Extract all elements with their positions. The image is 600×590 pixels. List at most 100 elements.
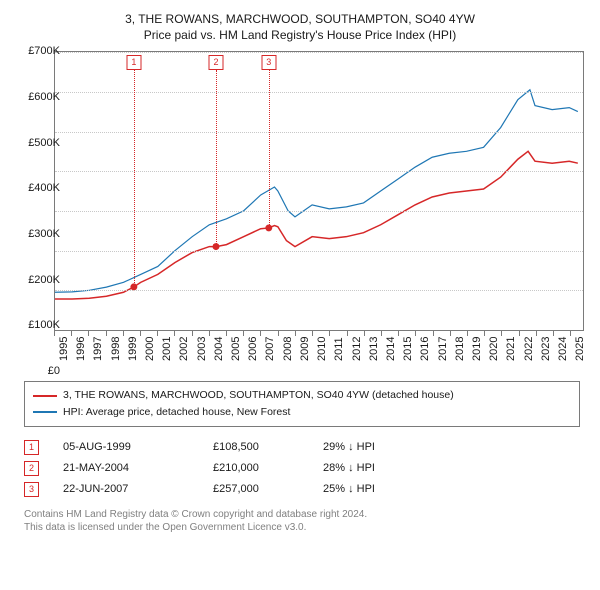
x-axis-label: 2012 bbox=[351, 337, 363, 361]
sale-row-hpi: 29% ↓ HPI bbox=[323, 441, 433, 453]
x-axis-label: 2020 bbox=[488, 337, 500, 361]
x-tick bbox=[209, 331, 210, 336]
chart-title-2: Price paid vs. HM Land Registry's House … bbox=[10, 28, 590, 44]
sale-marker-box: 2 bbox=[208, 55, 223, 70]
x-axis-label: 2004 bbox=[213, 337, 225, 361]
x-axis-label: 1998 bbox=[110, 337, 122, 361]
x-tick bbox=[570, 331, 571, 336]
x-axis-label: 2022 bbox=[523, 337, 535, 361]
x-tick bbox=[278, 331, 279, 336]
legend-swatch bbox=[33, 395, 57, 397]
sale-row-date: 05-AUG-1999 bbox=[39, 441, 213, 453]
sale-row-date: 22-JUN-2007 bbox=[39, 483, 213, 495]
x-tick bbox=[364, 331, 365, 336]
footer-line-1: Contains HM Land Registry data © Crown c… bbox=[24, 508, 580, 522]
x-axis-label: 2013 bbox=[368, 337, 380, 361]
y-axis-label: £500K bbox=[10, 137, 60, 149]
x-axis-label: 2008 bbox=[282, 337, 294, 361]
x-tick bbox=[71, 331, 72, 336]
x-tick bbox=[54, 331, 55, 336]
sale-row-hpi: 28% ↓ HPI bbox=[323, 462, 433, 474]
x-tick bbox=[140, 331, 141, 336]
sale-row-hpi: 25% ↓ HPI bbox=[323, 483, 433, 495]
sale-row-num: 2 bbox=[24, 461, 39, 476]
x-axis-label: 1999 bbox=[127, 337, 139, 361]
x-tick bbox=[433, 331, 434, 336]
x-axis-label: 2023 bbox=[540, 337, 552, 361]
x-axis-label: 2024 bbox=[557, 337, 569, 361]
x-tick bbox=[192, 331, 193, 336]
y-axis-label: £300K bbox=[10, 228, 60, 240]
sale-row-date: 21-MAY-2004 bbox=[39, 462, 213, 474]
sale-row: 322-JUN-2007£257,00025% ↓ HPI bbox=[24, 479, 580, 500]
chart-title-1: 3, THE ROWANS, MARCHWOOD, SOUTHAMPTON, S… bbox=[10, 12, 590, 28]
sales-table: 105-AUG-1999£108,50029% ↓ HPI 221-MAY-200… bbox=[24, 437, 580, 500]
sale-row-num: 3 bbox=[24, 482, 39, 497]
x-axis-label: 1996 bbox=[75, 337, 87, 361]
legend-label: HPI: Average price, detached house, New … bbox=[63, 404, 290, 421]
x-axis-label: 2010 bbox=[316, 337, 328, 361]
x-tick bbox=[484, 331, 485, 336]
sale-marker-box: 1 bbox=[126, 55, 141, 70]
x-tick bbox=[467, 331, 468, 336]
x-axis-label: 2011 bbox=[333, 338, 345, 362]
x-tick bbox=[123, 331, 124, 336]
x-tick bbox=[415, 331, 416, 336]
x-tick bbox=[157, 331, 158, 336]
x-axis-label: 2005 bbox=[230, 337, 242, 361]
x-tick bbox=[260, 331, 261, 336]
x-axis-label: 1997 bbox=[92, 337, 104, 361]
legend: 3, THE ROWANS, MARCHWOOD, SOUTHAMPTON, S… bbox=[24, 381, 580, 427]
x-axis-label: 2015 bbox=[402, 337, 414, 361]
legend-item: HPI: Average price, detached house, New … bbox=[33, 404, 571, 421]
y-axis-label: £200K bbox=[10, 274, 60, 286]
x-tick bbox=[450, 331, 451, 336]
x-tick bbox=[88, 331, 89, 336]
x-axis-label: 2006 bbox=[247, 337, 259, 361]
x-tick bbox=[501, 331, 502, 336]
sale-marker-line bbox=[269, 70, 270, 229]
x-tick bbox=[381, 331, 382, 336]
x-axis-label: 2003 bbox=[196, 337, 208, 361]
sale-marker-line bbox=[216, 70, 217, 248]
x-tick bbox=[174, 331, 175, 336]
sale-row-num: 1 bbox=[24, 440, 39, 455]
x-axis-label: 2016 bbox=[419, 337, 431, 361]
sale-marker-box: 3 bbox=[261, 55, 276, 70]
grid-line bbox=[55, 290, 583, 291]
legend-label: 3, THE ROWANS, MARCHWOOD, SOUTHAMPTON, S… bbox=[63, 387, 454, 404]
sale-row: 105-AUG-1999£108,50029% ↓ HPI bbox=[24, 437, 580, 458]
y-axis-label: £400K bbox=[10, 182, 60, 194]
x-tick bbox=[226, 331, 227, 336]
grid-line bbox=[55, 52, 583, 53]
x-tick bbox=[312, 331, 313, 336]
sale-marker-line bbox=[134, 70, 135, 289]
x-axis-label: 2007 bbox=[264, 337, 276, 361]
chart-container: 3, THE ROWANS, MARCHWOOD, SOUTHAMPTON, S… bbox=[0, 0, 600, 535]
x-axis-label: 2009 bbox=[299, 337, 311, 361]
y-axis-label: £100K bbox=[10, 319, 60, 331]
x-tick bbox=[398, 331, 399, 336]
x-tick bbox=[347, 331, 348, 336]
chart-plot: 123 199519961997199819992000200120022003… bbox=[10, 51, 590, 371]
x-axis-label: 2025 bbox=[574, 337, 586, 361]
x-axis-label: 2017 bbox=[437, 337, 449, 361]
x-axis-label: 2000 bbox=[144, 337, 156, 361]
sale-row-price: £210,000 bbox=[213, 462, 323, 474]
x-tick bbox=[243, 331, 244, 336]
x-tick bbox=[106, 331, 107, 336]
y-axis-label: £0 bbox=[10, 365, 60, 377]
x-axis-label: 2021 bbox=[505, 337, 517, 361]
y-axis-label: £700K bbox=[10, 45, 60, 57]
x-tick bbox=[329, 331, 330, 336]
footer-line-2: This data is licensed under the Open Gov… bbox=[24, 521, 580, 535]
x-tick bbox=[519, 331, 520, 336]
footer-attribution: Contains HM Land Registry data © Crown c… bbox=[24, 508, 580, 535]
x-tick bbox=[295, 331, 296, 336]
x-axis-label: 2014 bbox=[385, 337, 397, 361]
x-axis-label: 2018 bbox=[454, 337, 466, 361]
y-axis-label: £600K bbox=[10, 91, 60, 103]
x-axis-label: 1995 bbox=[58, 337, 70, 361]
plot-area: 1 2 3 bbox=[54, 51, 584, 331]
x-tick bbox=[536, 331, 537, 336]
